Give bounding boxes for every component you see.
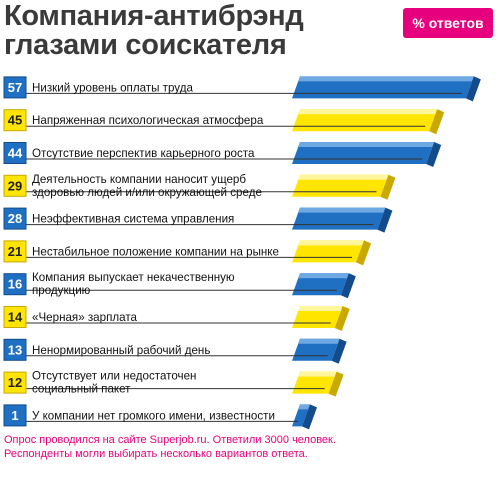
bar-end-6	[356, 240, 372, 266]
bar-top-9	[298, 338, 340, 344]
category-label-8: «Черная» зарплата	[32, 311, 137, 324]
bar-top-6	[298, 240, 365, 246]
value-box-7	[3, 273, 27, 296]
bar-top-7	[298, 273, 349, 279]
value-label-11: 1	[11, 408, 18, 423]
category-label-6: Нестабильное положение компании на рынке	[32, 245, 279, 258]
category-label-9: Ненормированный рабочий день	[32, 344, 210, 357]
category-label-4-line-2: здоровью людей и/или окружающей среде	[32, 186, 262, 199]
bar-top-2	[298, 109, 438, 115]
value-label-9: 13	[8, 342, 22, 357]
value-box-9	[3, 338, 27, 361]
footnote-line-2: Респонденты могли выбирать несколько вар…	[4, 448, 308, 460]
bar-end-3	[426, 142, 442, 167]
percent-answers-badge: % ответов	[403, 8, 493, 38]
value-label-1: 57	[8, 80, 22, 95]
bar-end-11	[302, 404, 317, 430]
bar-end-8	[334, 306, 350, 331]
bar-top-4	[298, 174, 389, 180]
chart-title-line-1: Компания-антибрэнд	[4, 0, 304, 32]
bar-end-7	[340, 273, 356, 299]
value-label-3: 44	[8, 146, 23, 161]
bar-end-4	[380, 174, 396, 200]
category-label-2: Напряженная психологическая атмосфера	[32, 114, 264, 127]
value-label-4: 29	[8, 178, 22, 193]
value-box-3	[3, 142, 27, 164]
bar-top-5	[298, 207, 386, 213]
value-box-11	[3, 404, 27, 427]
bar-top-11	[298, 404, 310, 410]
bar-top-8	[298, 306, 343, 311]
value-box-10	[3, 371, 27, 394]
value-label-6: 21	[8, 244, 22, 259]
bar-end-9	[331, 338, 347, 364]
bar-top-10	[298, 371, 337, 377]
category-label-10-line-1: Отсутствует или недостаточен	[32, 370, 196, 383]
bar-end-5	[377, 207, 393, 233]
category-label-7-line-1: Компания выпускает некачественную	[32, 271, 235, 284]
value-box-8	[3, 306, 27, 328]
bar-end-1	[465, 76, 481, 102]
value-box-2	[3, 109, 27, 132]
category-label-11: У компании нет громкого имени, известнос…	[32, 409, 275, 422]
value-label-7: 16	[8, 277, 22, 292]
value-box-6	[3, 240, 27, 263]
category-label-4-line-1: Деятельность компании наносит ущерб	[32, 173, 246, 186]
footnote: Опрос проводился на сайте Superjob.ru. О…	[4, 433, 444, 461]
chart-title: Компания-антибрэнд глазами соискателя	[4, 2, 304, 60]
bar-end-2	[429, 109, 445, 135]
bar-top-1	[298, 76, 474, 82]
category-label-5: Неэффективная система управления	[32, 213, 234, 226]
bar-top-3	[298, 142, 435, 147]
value-label-8: 14	[8, 310, 23, 325]
category-label-10-line-2: социальный пакет	[32, 383, 131, 396]
footnote-line-1: Опрос проводился на сайте Superjob.ru. О…	[4, 434, 336, 446]
value-box-1	[3, 76, 27, 99]
bar-end-10	[328, 371, 344, 397]
category-label-1: Низкий уровень оплаты труда	[32, 81, 193, 94]
value-label-5: 28	[8, 211, 22, 226]
category-label-7-line-2: продукцию	[32, 284, 91, 297]
chart-title-line-2: глазами соискателя	[4, 29, 287, 61]
bar-chart: 57 Низкий уровень оплаты труда 45 Напряженн…	[3, 76, 481, 430]
value-label-10: 12	[8, 375, 22, 390]
category-label-3: Отсутствие перспектив карьерного роста	[32, 147, 255, 160]
value-box-5	[3, 207, 27, 230]
value-label-2: 45	[8, 113, 22, 128]
value-box-4	[3, 174, 27, 197]
